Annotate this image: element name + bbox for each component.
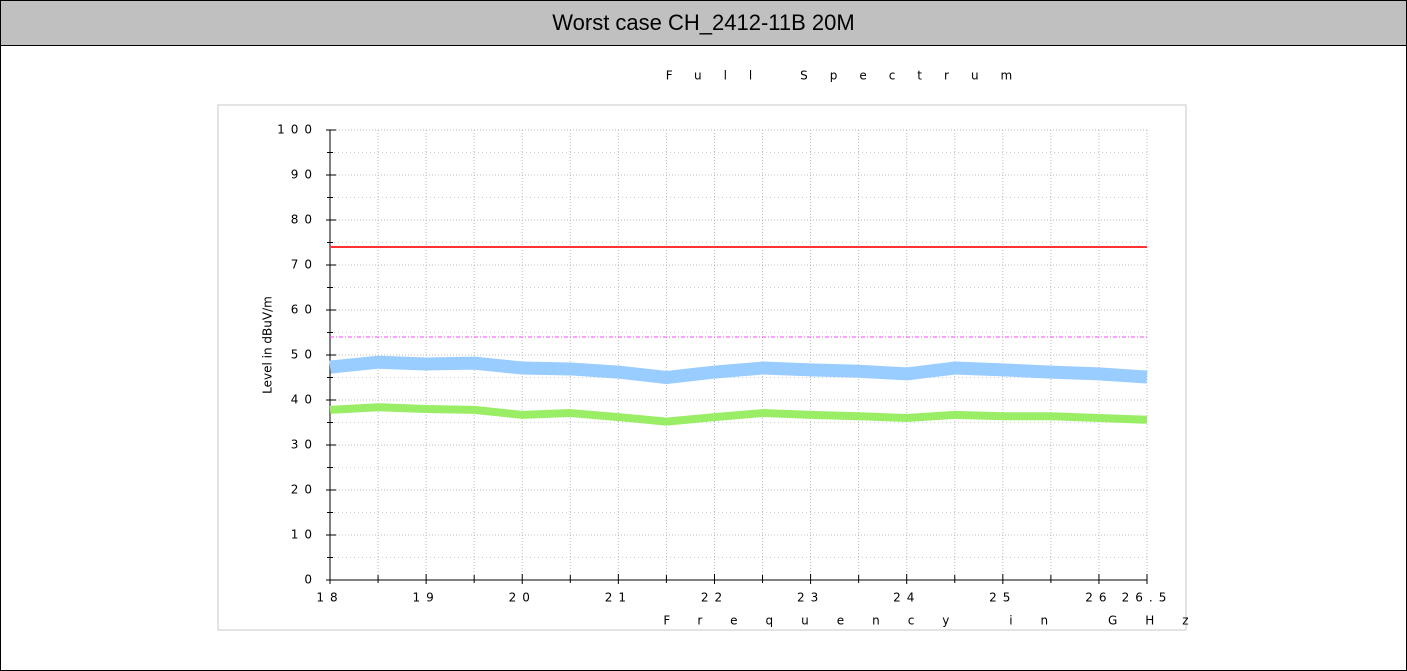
chart-box [217,104,1187,631]
x-tick-label: 22 [701,591,728,605]
y-tick-label: 100 [277,123,318,137]
y-tick-label: 70 [291,258,318,272]
x-tick-label: 26 [1085,591,1112,605]
x-tick-label: 25 [989,591,1016,605]
x-tick-label: 23 [797,591,824,605]
y-tick-label: 0 [304,573,318,587]
y-tick-label: 50 [291,348,318,362]
y-tick-label: 10 [291,528,318,542]
x-tick-label: 19 [412,591,439,605]
y-tick-label: 20 [291,483,318,497]
y-tick-label: 40 [291,393,318,407]
header-title: Worst case CH_2412-11B 20M [1,1,1406,46]
x-tick-label: 20 [509,591,536,605]
y-tick-label: 80 [291,213,318,227]
y-tick-label: 90 [291,168,318,182]
x-axis-label: Frequency in GHz [663,614,1216,628]
x-tick-label: 18 [316,591,343,605]
trace [329,403,1148,426]
y-tick-label: 60 [291,303,318,317]
x-tick-label: 24 [893,591,920,605]
trace [329,355,1148,384]
x-tick-label: 26.5 [1122,591,1173,605]
y-axis-label: Level in dBuV/m [261,296,275,394]
chart-title: Full Spectrum [666,69,1034,83]
y-tick-label: 30 [291,438,318,452]
x-tick-label: 21 [605,591,632,605]
